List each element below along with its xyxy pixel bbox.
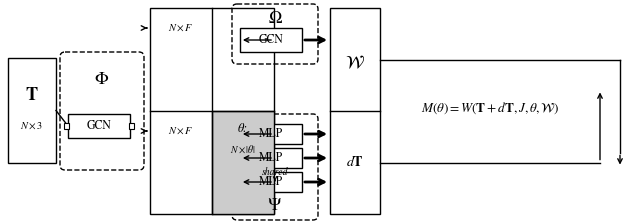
Bar	[240, 172, 302, 192]
Text: $N\times F$: $N\times F$	[168, 23, 194, 33]
Text: MLP: MLP	[259, 128, 283, 140]
Bar	[212, 111, 274, 214]
Text: $N\times F$: $N\times F$	[168, 126, 194, 136]
Text: MLP: MLP	[259, 176, 283, 188]
Bar	[68, 114, 130, 138]
Text: $N\times 3$: $N\times 3$	[20, 121, 44, 131]
Bar	[129, 123, 134, 129]
Bar	[240, 124, 302, 144]
Text: $M(\theta) = W(\mathbf{T} + d\mathbf{T}, J, \theta, \mathcal{W})$: $M(\theta) = W(\mathbf{T} + d\mathbf{T},…	[420, 100, 559, 116]
Text: GCN: GCN	[86, 120, 111, 132]
Bar	[240, 148, 302, 168]
Text: $\Psi$: $\Psi$	[268, 198, 282, 214]
Bar	[150, 8, 274, 214]
Text: shared: shared	[262, 167, 288, 177]
Bar	[64, 123, 69, 129]
Text: $\mathcal{W}$: $\mathcal{W}$	[345, 55, 365, 72]
Bar	[240, 28, 302, 52]
Bar	[8, 58, 56, 163]
Text: GCN: GCN	[259, 34, 284, 46]
Text: $N\times|\theta|$: $N\times|\theta|$	[230, 143, 256, 155]
Text: $\mathbf{T}$: $\mathbf{T}$	[25, 87, 39, 105]
Text: $d\mathbf{T}$: $d\mathbf{T}$	[346, 155, 364, 169]
Bar	[330, 8, 380, 214]
Text: $\theta$:: $\theta$:	[237, 122, 248, 136]
Text: $\Phi$: $\Phi$	[95, 72, 109, 88]
Text: $\Omega$: $\Omega$	[268, 11, 282, 27]
Text: MLP: MLP	[259, 152, 283, 164]
